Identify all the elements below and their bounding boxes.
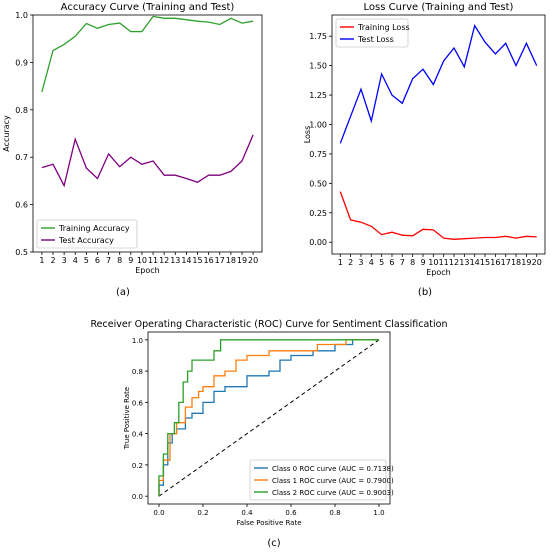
x-tick-label: 1 bbox=[39, 256, 44, 265]
x-tick-label: 5 bbox=[379, 258, 384, 267]
legend-label: Class 2 ROC curve (AUC = 0.9003) bbox=[272, 489, 394, 497]
y-tick-label: 0.7 bbox=[15, 153, 28, 162]
x-tick-label: 17 bbox=[215, 256, 225, 265]
panel-label: (b) bbox=[418, 287, 432, 298]
y-tick-label: 0.75 bbox=[309, 150, 327, 159]
x-tick-label: 14 bbox=[181, 256, 191, 265]
plot-frame bbox=[331, 14, 546, 255]
x-tick-label: 6 bbox=[95, 256, 100, 265]
y-tick-label: 0.25 bbox=[309, 209, 327, 218]
x-tick-label: 18 bbox=[226, 256, 236, 265]
panel-label: (c) bbox=[267, 538, 280, 549]
legend-box bbox=[249, 459, 387, 501]
x-tick-label: 14 bbox=[470, 258, 480, 267]
x-tick-label: 12 bbox=[449, 258, 459, 267]
x-tick-label: 19 bbox=[237, 256, 247, 265]
series-line bbox=[158, 339, 379, 497]
legend-box bbox=[335, 18, 409, 48]
x-tick-label: 15 bbox=[192, 256, 202, 265]
x-axis-label: False Positive Rate bbox=[236, 519, 301, 527]
legend-label: Training Accuracy bbox=[58, 224, 130, 233]
chart-title: Accuracy Curve (Training and Test) bbox=[61, 2, 235, 13]
x-tick-label: 13 bbox=[459, 258, 469, 267]
y-tick-label: 0.8 bbox=[132, 368, 143, 376]
chance-diagonal bbox=[158, 339, 380, 497]
y-axis-label: Accuracy bbox=[2, 115, 11, 152]
y-tick-label: 0.6 bbox=[15, 201, 28, 210]
series-line bbox=[339, 23, 538, 144]
x-tick-label: 20 bbox=[532, 258, 542, 267]
y-tick-label: 1.00 bbox=[309, 120, 327, 129]
x-tick-label: 2 bbox=[50, 256, 55, 265]
x-tick-label: 18 bbox=[511, 258, 521, 267]
x-tick-label: 3 bbox=[358, 258, 363, 267]
legend-box bbox=[36, 219, 138, 249]
x-tick-label: 8 bbox=[410, 258, 415, 267]
y-tick-label: 0.0 bbox=[132, 493, 143, 501]
x-tick-label: 6 bbox=[389, 258, 394, 267]
x-tick-label: 12 bbox=[159, 256, 169, 265]
y-axis-label: True Positive Rate bbox=[123, 387, 131, 450]
x-tick-label: 0.8 bbox=[329, 509, 340, 517]
series-line bbox=[339, 191, 537, 240]
y-tick-label: 0.4 bbox=[132, 431, 144, 439]
y-tick-label: 0.8 bbox=[15, 106, 28, 115]
plot-frame bbox=[147, 331, 391, 505]
y-tick-label: 1.75 bbox=[309, 32, 327, 41]
chart-title: Receiver Operating Characteristic (ROC) … bbox=[91, 319, 448, 330]
x-tick-label: 0.2 bbox=[197, 509, 208, 517]
x-tick-label: 0.4 bbox=[241, 509, 253, 517]
x-tick-label: 8 bbox=[117, 256, 122, 265]
x-tick-label: 11 bbox=[439, 258, 449, 267]
x-tick-label: 3 bbox=[62, 256, 67, 265]
x-tick-label: 13 bbox=[170, 256, 180, 265]
series-line bbox=[41, 134, 254, 188]
x-tick-label: 9 bbox=[420, 258, 425, 267]
x-tick-label: 10 bbox=[137, 256, 147, 265]
y-tick-label: 0.5 bbox=[15, 248, 28, 257]
y-tick-label: 1.0 bbox=[132, 337, 143, 345]
x-tick-label: 16 bbox=[490, 258, 500, 267]
x-axis-label: Epoch bbox=[426, 268, 451, 277]
y-axis-label: Loss bbox=[303, 126, 312, 144]
x-tick-label: 20 bbox=[248, 256, 258, 265]
y-tick-label: 1.25 bbox=[309, 91, 327, 100]
series-line bbox=[41, 15, 254, 92]
legend-label: Test Accuracy bbox=[58, 236, 114, 245]
y-tick-label: 0.2 bbox=[132, 462, 143, 470]
x-tick-label: 7 bbox=[400, 258, 405, 267]
x-tick-label: 7 bbox=[106, 256, 111, 265]
x-axis-label: Epoch bbox=[135, 266, 160, 275]
legend-label: Test Loss bbox=[357, 35, 394, 44]
legend-label: Training Loss bbox=[357, 23, 410, 32]
x-tick-label: 2 bbox=[348, 258, 353, 267]
x-tick-label: 1.0 bbox=[373, 509, 384, 517]
y-tick-label: 0.00 bbox=[309, 238, 327, 247]
plot-frame bbox=[32, 14, 263, 253]
y-tick-label: 1.0 bbox=[15, 11, 28, 20]
x-tick-label: 4 bbox=[73, 256, 78, 265]
legend-label: Class 1 ROC curve (AUC = 0.7900) bbox=[272, 477, 394, 485]
y-tick-label: 0.9 bbox=[15, 58, 28, 67]
x-tick-label: 0.0 bbox=[153, 509, 164, 517]
series-line bbox=[158, 339, 379, 497]
x-tick-label: 0.6 bbox=[285, 509, 297, 517]
x-tick-label: 4 bbox=[369, 258, 374, 267]
y-tick-label: 1.50 bbox=[309, 62, 327, 71]
x-tick-label: 1 bbox=[338, 258, 343, 267]
chart-title: Loss Curve (Training and Test) bbox=[364, 2, 514, 13]
x-tick-label: 11 bbox=[148, 256, 158, 265]
x-tick-label: 5 bbox=[84, 256, 89, 265]
x-tick-label: 9 bbox=[128, 256, 133, 265]
y-tick-label: 0.6 bbox=[132, 399, 144, 407]
x-tick-label: 16 bbox=[204, 256, 214, 265]
x-tick-label: 15 bbox=[480, 258, 490, 267]
x-tick-label: 19 bbox=[521, 258, 531, 267]
panel-label: (a) bbox=[116, 287, 130, 298]
x-tick-label: 17 bbox=[501, 258, 511, 267]
y-tick-label: 0.50 bbox=[309, 179, 327, 188]
x-tick-label: 10 bbox=[428, 258, 438, 267]
legend-label: Class 0 ROC curve (AUC = 0.7138) bbox=[272, 465, 394, 473]
